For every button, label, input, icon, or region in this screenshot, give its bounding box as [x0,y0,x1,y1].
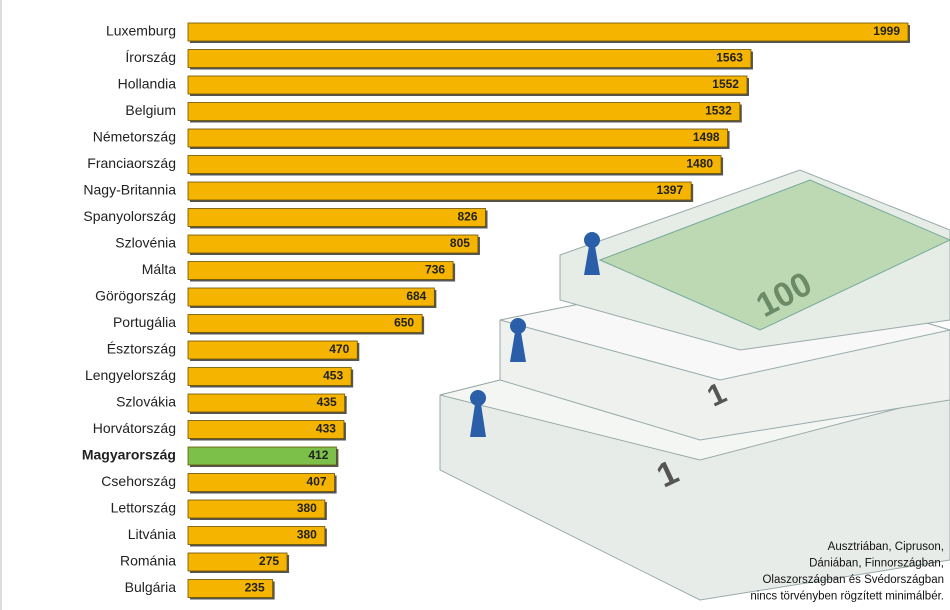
category-label: Magyarország [82,447,176,463]
value-label: 1563 [716,51,743,65]
value-label: 453 [323,369,343,383]
bar [188,209,486,227]
category-label: Lengyelország [85,367,176,383]
value-label: 1397 [656,183,683,197]
category-label: Románia [120,553,176,569]
category-label: Málta [142,261,176,277]
value-label: 433 [316,422,336,436]
category-label: Horvátország [93,420,176,436]
value-label: 412 [308,448,328,462]
value-label: 1532 [705,104,732,118]
category-label: Bulgária [125,579,177,595]
value-label: 407 [307,475,327,489]
bar [188,156,721,174]
value-label: 826 [457,210,477,224]
value-label: 380 [297,501,317,515]
category-label: Belgium [125,102,176,118]
category-label: Szlovénia [115,235,176,251]
value-label: 380 [297,528,317,542]
note-line: Ausztriában, Cipruson, [828,541,944,553]
note-line: Dániában, Finnországban, [809,558,944,570]
bar [188,235,478,253]
category-label: Szlovákia [116,394,176,410]
bar [188,129,728,147]
category-label: Észtország [107,341,176,357]
category-label: Írország [125,49,176,65]
bar [188,23,908,41]
category-label: Spanyolország [83,208,176,224]
category-label: Nagy-Britannia [83,182,176,198]
value-label: 275 [259,554,279,568]
bar [188,182,691,200]
category-label: Lettország [111,500,176,516]
category-label: Litvánia [128,526,176,542]
value-label: 470 [329,342,349,356]
bar [188,315,422,333]
category-label: Franciaország [87,155,176,171]
note-line: nincs törvényben rögzített minimálbér. [750,591,944,603]
category-label: Németország [93,129,176,145]
bar [188,288,434,306]
category-label: Portugália [113,314,176,330]
chart: 100 1 1 Luxemburg1999Írország1563Holland… [0,0,950,610]
category-label: Görögország [95,288,176,304]
value-label: 235 [245,581,265,595]
value-label: 1999 [873,24,900,38]
bar [188,76,747,94]
category-label: Luxemburg [106,23,176,39]
bar [188,262,453,280]
category-label: Csehország [101,473,176,489]
value-label: 1480 [686,157,713,171]
value-label: 1498 [693,130,720,144]
bar [188,50,751,68]
value-label: 736 [425,263,445,277]
value-label: 1552 [712,77,739,91]
category-label: Hollandia [118,76,177,92]
value-label: 805 [450,236,470,250]
value-label: 650 [394,316,414,330]
value-label: 684 [406,289,426,303]
value-label: 435 [317,395,337,409]
bar [188,103,740,121]
note-line: Olaszországban és Svédországban [762,574,944,586]
